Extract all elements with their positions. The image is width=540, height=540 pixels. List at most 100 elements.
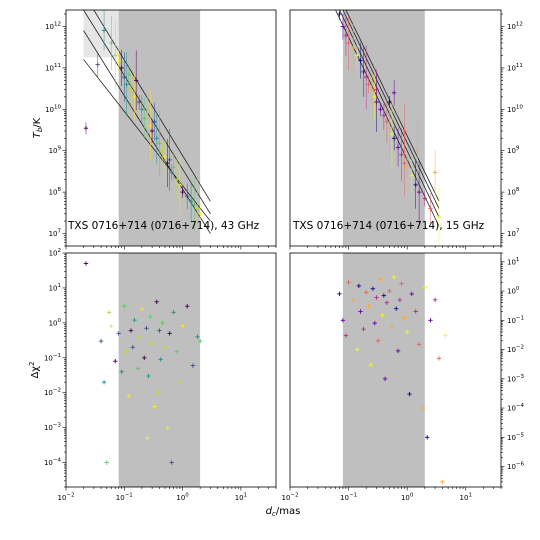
- axes-frame: [65, 252, 277, 488]
- data-point: [358, 309, 363, 314]
- data-point: [415, 116, 420, 185]
- panel-tb-15: 107 108 109 1010 1011 1012: [289, 9, 523, 250]
- y-tick-label: 10−1: [44, 353, 61, 363]
- data-point: [192, 177, 197, 232]
- data-point: [378, 277, 383, 282]
- axes-frame: [289, 9, 502, 247]
- data-points: [83, 261, 203, 465]
- data-point: [407, 391, 412, 397]
- data-point: [142, 97, 147, 140]
- data-point: [154, 299, 159, 305]
- y-tick-label: 10−1: [507, 315, 524, 325]
- data-point: [149, 118, 155, 143]
- data-point: [177, 155, 183, 214]
- data-points: [83, 10, 203, 243]
- y-tick-label: 101: [507, 257, 519, 267]
- data-point: [142, 355, 147, 360]
- data-point: [364, 45, 369, 110]
- y-tick-label: 1012: [507, 21, 523, 31]
- data-point: [432, 150, 438, 195]
- data-point: [436, 188, 442, 246]
- data-point: [162, 140, 168, 175]
- data-point: [195, 174, 200, 243]
- data-point: [126, 65, 132, 84]
- data-point: [139, 306, 145, 312]
- data-point: [346, 280, 351, 285]
- y-tick-label: 10−6: [507, 462, 525, 472]
- data-point: [382, 376, 388, 382]
- y-tick-label: 107: [49, 229, 62, 239]
- data-point: [384, 300, 390, 305]
- data-point: [395, 128, 401, 167]
- data-point: [128, 73, 134, 106]
- x-tick-label: 101: [460, 493, 472, 503]
- data-point: [119, 49, 124, 86]
- data-point: [369, 73, 375, 106]
- data-point: [391, 274, 397, 280]
- data-point: [136, 334, 142, 339]
- x-tick-label: 10−1: [340, 493, 357, 503]
- data-point: [130, 345, 136, 350]
- data-point: [384, 100, 390, 143]
- data-point: [180, 186, 185, 199]
- data-point: [399, 281, 404, 286]
- panel-chi-15: 10−2 10−1 100 101 10−6 10−5 10−4 10−3 10−2 10−1 10…: [281, 252, 525, 503]
- data-point: [402, 315, 407, 321]
- data-point: [188, 181, 194, 222]
- data-point: [165, 139, 170, 188]
- data-point: [366, 75, 371, 94]
- shaded-region-light: [83, 10, 119, 58]
- data-point: [83, 122, 89, 135]
- data-point: [378, 102, 383, 117]
- data-point: [149, 341, 155, 347]
- data-point: [119, 369, 124, 374]
- data-point: [106, 310, 112, 315]
- fit-lines: [83, 10, 211, 234]
- data-point: [351, 14, 356, 83]
- data-point: [180, 324, 185, 329]
- data-point: [128, 328, 134, 333]
- data-point: [116, 331, 121, 336]
- data-point: [145, 83, 150, 140]
- y-tick-label: 10−4: [507, 403, 525, 413]
- data-point: [158, 357, 163, 362]
- data-point: [101, 380, 107, 385]
- data-point: [387, 96, 392, 109]
- data-point: [148, 314, 153, 319]
- x-tick-label: 10−1: [116, 493, 133, 503]
- data-point: [432, 297, 438, 303]
- y-tick-label: 108: [507, 187, 520, 197]
- data-point: [404, 157, 410, 178]
- data-point: [374, 295, 379, 300]
- data-point: [152, 404, 157, 409]
- data-point: [340, 13, 346, 40]
- data-points: [337, 274, 448, 485]
- data-point: [169, 460, 174, 465]
- y-tick-label: 1012: [45, 21, 61, 31]
- data-point: [98, 338, 104, 344]
- y-axis-label-bottom: Δχ2: [28, 361, 41, 378]
- data-point: [416, 342, 422, 347]
- y-tick-label: 1010: [507, 104, 523, 114]
- data-point: [419, 405, 425, 411]
- data-point: [185, 303, 190, 309]
- data-point: [361, 326, 366, 332]
- y-tick-label: 10−4: [44, 458, 62, 468]
- data-point: [374, 69, 379, 110]
- data-point: [101, 10, 107, 51]
- y-tick-label: 102: [49, 248, 61, 258]
- data-point: [83, 261, 89, 266]
- data-point: [387, 100, 392, 157]
- data-point: [109, 324, 114, 329]
- data-point: [428, 318, 433, 323]
- data-point: [165, 425, 170, 430]
- y-tick-label: 1010: [45, 104, 61, 114]
- y-tick-label: 10−2: [507, 345, 524, 355]
- fit-line: [83, 59, 211, 222]
- data-point: [337, 291, 342, 297]
- data-point: [416, 161, 422, 224]
- data-point: [171, 310, 176, 315]
- data-point: [154, 112, 159, 165]
- data-points: [337, 10, 442, 246]
- data-point: [144, 326, 149, 331]
